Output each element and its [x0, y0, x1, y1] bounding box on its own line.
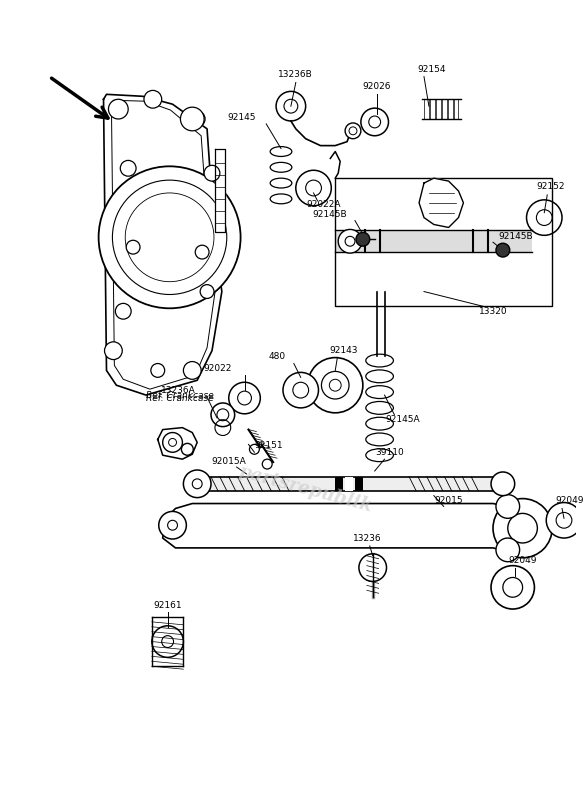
Text: 92145A: 92145A — [385, 415, 420, 424]
Circle shape — [189, 111, 205, 127]
Circle shape — [527, 200, 562, 235]
Text: 92015A: 92015A — [211, 457, 246, 466]
Text: 92022: 92022 — [203, 364, 232, 373]
Text: 92154: 92154 — [418, 65, 446, 74]
Text: 13320: 13320 — [479, 306, 507, 316]
Circle shape — [195, 245, 209, 259]
Circle shape — [204, 166, 220, 181]
Circle shape — [491, 566, 534, 609]
Text: 92049: 92049 — [555, 496, 584, 505]
Polygon shape — [419, 178, 464, 227]
Bar — [335, 477, 343, 490]
Text: 92015: 92015 — [434, 496, 463, 505]
Circle shape — [361, 108, 388, 136]
Bar — [424, 99, 429, 119]
Circle shape — [99, 166, 241, 308]
Bar — [436, 99, 441, 119]
Circle shape — [200, 285, 214, 298]
Circle shape — [109, 99, 128, 119]
Polygon shape — [158, 428, 197, 459]
Circle shape — [546, 502, 582, 538]
Circle shape — [120, 160, 136, 176]
Polygon shape — [215, 149, 225, 232]
Bar — [430, 99, 435, 119]
Circle shape — [183, 470, 211, 498]
Circle shape — [338, 230, 362, 253]
Circle shape — [180, 107, 204, 131]
Text: partsrepublik: partsrepublik — [237, 462, 374, 515]
Bar — [192, 477, 503, 490]
Circle shape — [159, 511, 186, 539]
Circle shape — [508, 514, 537, 543]
Circle shape — [116, 303, 131, 319]
Circle shape — [496, 538, 520, 562]
Bar — [454, 99, 458, 119]
Circle shape — [229, 382, 260, 414]
Circle shape — [152, 626, 183, 658]
Text: 13236A: 13236A — [161, 386, 195, 394]
Bar — [355, 477, 363, 490]
Bar — [442, 99, 447, 119]
Text: 92145B: 92145B — [312, 210, 347, 219]
Polygon shape — [163, 503, 537, 553]
Circle shape — [496, 494, 520, 518]
Text: 13236: 13236 — [353, 534, 381, 542]
Circle shape — [283, 372, 318, 408]
Circle shape — [496, 243, 510, 257]
Circle shape — [182, 443, 193, 455]
Circle shape — [493, 498, 552, 558]
Text: 92026: 92026 — [363, 82, 391, 91]
Circle shape — [249, 444, 259, 454]
Circle shape — [211, 403, 235, 426]
Text: 39110: 39110 — [375, 448, 404, 457]
Text: 92143: 92143 — [329, 346, 357, 355]
Text: Ref. Crankcase: Ref. Crankcase — [146, 394, 214, 402]
Text: 92145B: 92145B — [498, 232, 533, 241]
Circle shape — [151, 363, 165, 378]
Circle shape — [126, 240, 140, 254]
Bar — [335, 178, 552, 306]
Circle shape — [296, 170, 331, 206]
Bar — [345, 477, 353, 490]
Circle shape — [183, 362, 201, 379]
Bar — [335, 230, 533, 252]
Text: 92049: 92049 — [508, 556, 537, 566]
Polygon shape — [103, 94, 222, 395]
Circle shape — [276, 91, 305, 121]
Text: 92145: 92145 — [228, 113, 256, 122]
Circle shape — [345, 123, 361, 138]
Text: Ref. Crankcase: Ref. Crankcase — [146, 390, 214, 399]
Text: 92152: 92152 — [536, 182, 565, 190]
Circle shape — [491, 472, 515, 496]
Circle shape — [262, 459, 272, 469]
Bar — [448, 99, 453, 119]
Circle shape — [144, 90, 162, 108]
Text: 480: 480 — [269, 352, 286, 361]
Text: 92161: 92161 — [154, 601, 182, 610]
Circle shape — [359, 554, 387, 582]
Circle shape — [356, 232, 370, 246]
Text: 13236B: 13236B — [279, 70, 313, 79]
Circle shape — [163, 433, 182, 452]
Circle shape — [308, 358, 363, 413]
Text: 92151: 92151 — [254, 441, 283, 450]
Circle shape — [105, 342, 122, 359]
Text: 92022A: 92022A — [306, 200, 340, 210]
